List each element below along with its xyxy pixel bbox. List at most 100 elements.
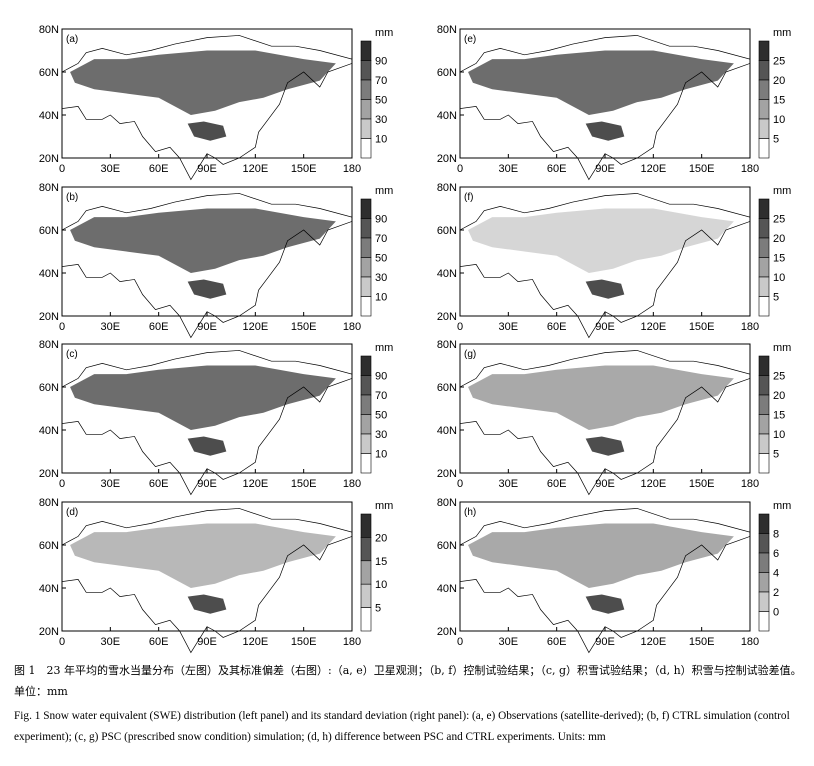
lon-tick-label: 120E: [640, 321, 666, 333]
colorbar-label: 5: [375, 603, 381, 615]
lon-tick-label: 120E: [640, 163, 666, 175]
colorbar-swatch: [360, 433, 372, 454]
lon-tick-label: 0: [457, 321, 463, 333]
colorbar-swatch: [758, 552, 770, 573]
colorbar-label: 50: [375, 95, 387, 107]
colorbar-swatch: [758, 276, 770, 297]
lon-tick-label: 150E: [689, 163, 715, 175]
colorbar-swatch: [360, 118, 372, 139]
lon-tick-label: 120E: [640, 636, 666, 648]
lat-tick-label: 80N: [437, 497, 457, 509]
panel-label-h: (h): [464, 507, 476, 518]
colorbar-label: 10: [773, 429, 785, 441]
colorbar-label: 4: [773, 568, 779, 580]
lat-tick-label: 40N: [39, 268, 59, 280]
colorbar-label: 10: [375, 292, 387, 304]
colorbar-label: 15: [773, 253, 785, 265]
lat-tick-label: 40N: [437, 268, 457, 280]
lon-tick-label: 180: [741, 163, 759, 175]
lon-tick-label: 90E: [595, 478, 615, 490]
lat-tick-label: 80N: [39, 24, 59, 36]
lon-tick-label: 0: [59, 163, 65, 175]
lon-tick-label: 30E: [499, 636, 519, 648]
panel-label-d: (d): [66, 507, 78, 518]
colorbar-swatch: [360, 453, 372, 474]
colorbar-label: 10: [375, 449, 387, 461]
colorbar-swatch: [758, 79, 770, 100]
colorbar-swatch: [758, 513, 770, 534]
lat-tick-label: 80N: [437, 182, 457, 194]
colorbar-label: 50: [375, 410, 387, 422]
colorbar-label: 25: [773, 56, 785, 68]
lon-tick-label: 90E: [197, 163, 217, 175]
snow-field-f: [468, 208, 734, 273]
lat-tick-label: 40N: [437, 425, 457, 437]
snow-field-a: [70, 50, 336, 115]
lat-tick-label: 20N: [437, 468, 457, 480]
colorbar-swatch: [360, 375, 372, 396]
panel-label-a: (a): [66, 34, 78, 45]
colorbar-swatch: [360, 394, 372, 415]
lon-tick-label: 60E: [547, 478, 567, 490]
colorbar-swatch: [758, 296, 770, 317]
colorbar-unit: mm: [773, 342, 791, 354]
colorbar-unit: mm: [375, 342, 393, 354]
panel-label-g: (g): [464, 349, 476, 360]
colorbar-swatch: [758, 533, 770, 554]
coastline-b: [61, 193, 353, 339]
colorbar-label: 0: [773, 607, 779, 619]
colorbar-swatch: [360, 257, 372, 278]
figure-caption: 图 1 23 年平均的雪水当量分布（左图）及其标准偏差（右图）:（a, e）卫星…: [14, 660, 804, 748]
lat-tick-label: 20N: [39, 468, 59, 480]
colorbar-swatch: [758, 375, 770, 396]
colorbar-swatch: [758, 414, 770, 435]
lon-tick-label: 60E: [149, 636, 169, 648]
colorbar-swatch: [360, 560, 372, 585]
lat-tick-label: 60N: [437, 225, 457, 237]
colorbar-label: 30: [375, 429, 387, 441]
coastline-f: [459, 193, 751, 339]
lon-tick-label: 120E: [242, 636, 268, 648]
lon-tick-label: 120E: [242, 321, 268, 333]
lon-tick-label: 180: [741, 636, 759, 648]
lon-tick-label: 90E: [197, 478, 217, 490]
lat-tick-label: 60N: [437, 540, 457, 552]
lon-tick-label: 180: [343, 478, 361, 490]
colorbar-swatch: [758, 40, 770, 61]
tibet-field-e: [585, 121, 625, 141]
lon-tick-label: 90E: [197, 636, 217, 648]
colorbar-swatch: [360, 198, 372, 219]
colorbar-swatch: [360, 138, 372, 159]
colorbar-swatch: [360, 583, 372, 608]
lat-tick-label: 20N: [39, 311, 59, 323]
colorbar-label: 25: [773, 214, 785, 226]
panel-label-b: (b): [66, 192, 78, 203]
panel-label-e: (e): [464, 34, 476, 45]
lon-tick-label: 150E: [291, 321, 317, 333]
lon-tick-label: 150E: [291, 636, 317, 648]
colorbar-label: 20: [773, 233, 785, 245]
tibet-field-a: [187, 121, 227, 141]
colorbar-swatch: [360, 99, 372, 120]
lon-tick-label: 90E: [197, 321, 217, 333]
lon-tick-label: 0: [59, 321, 65, 333]
caption-chinese: 图 1 23 年平均的雪水当量分布（左图）及其标准偏差（右图）:（a, e）卫星…: [14, 664, 802, 698]
colorbar-label: 20: [773, 75, 785, 87]
lat-tick-label: 40N: [39, 110, 59, 122]
lon-tick-label: 150E: [291, 163, 317, 175]
lon-tick-label: 0: [457, 163, 463, 175]
lon-tick-label: 120E: [640, 478, 666, 490]
lon-tick-label: 60E: [547, 163, 567, 175]
colorbar-label: 6: [773, 548, 779, 560]
lon-tick-label: 180: [741, 321, 759, 333]
lon-tick-label: 60E: [547, 636, 567, 648]
lon-tick-label: 90E: [595, 636, 615, 648]
coastline-h: [459, 508, 751, 654]
snow-field-b: [70, 208, 336, 273]
lon-tick-label: 150E: [291, 478, 317, 490]
colorbar-unit: mm: [375, 27, 393, 39]
